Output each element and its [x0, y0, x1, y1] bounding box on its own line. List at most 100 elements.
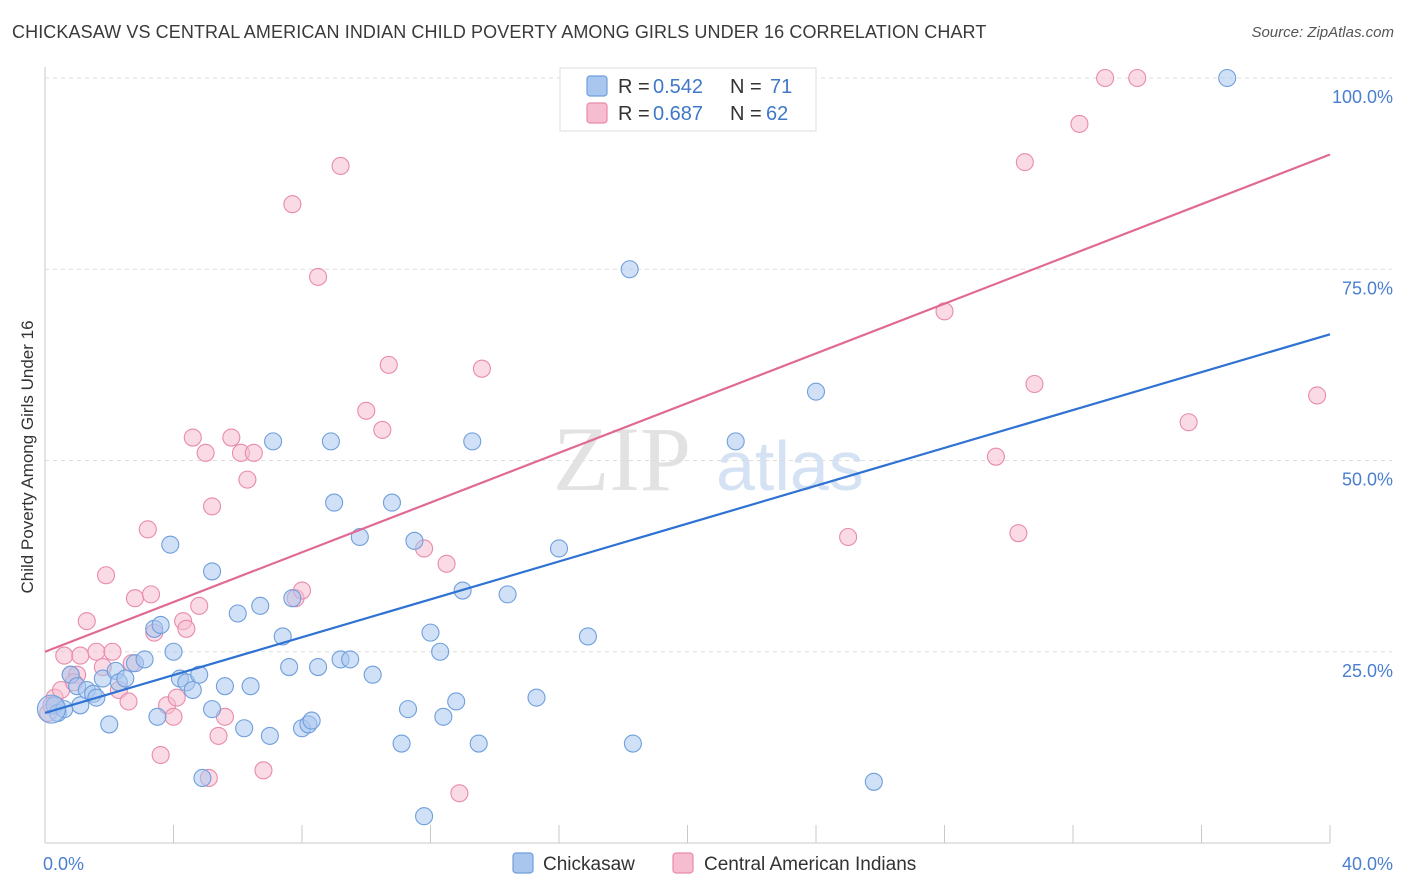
- data-point-chickasaw: [283, 589, 302, 608]
- data-point-chickasaw: [549, 539, 569, 558]
- watermark-zip: ZIP: [553, 408, 691, 510]
- data-point-central-american-indians: [309, 267, 328, 286]
- data-point-chickasaw: [726, 432, 745, 451]
- data-point-chickasaw: [280, 657, 299, 677]
- legend-r-value: 0.542: [653, 76, 703, 98]
- data-point-chickasaw: [135, 650, 154, 669]
- bottom-legend-label-central: Central American Indians: [704, 854, 916, 875]
- data-point-central-american-indians: [1096, 68, 1115, 88]
- data-point-chickasaw: [527, 688, 546, 707]
- data-point-central-american-indians: [331, 156, 350, 176]
- legend-n-label: N =: [730, 103, 762, 125]
- axes: 25.0% 50.0% 75.0% 100.0%: [44, 67, 1393, 844]
- data-point-chickasaw: [434, 707, 453, 726]
- watermark: ZIP atlas: [553, 408, 864, 510]
- data-point-central-american-indians: [1009, 524, 1028, 543]
- x-tick-label: 0.0%: [43, 854, 84, 874]
- data-point-central-american-indians: [1070, 114, 1089, 133]
- data-point-chickasaw: [498, 585, 517, 604]
- data-point-chickasaw: [392, 734, 411, 753]
- legend-n-value: 62: [766, 103, 788, 125]
- data-point-central-american-indians: [71, 646, 90, 665]
- data-point-central-american-indians: [450, 784, 469, 803]
- data-point-chickasaw: [415, 807, 434, 826]
- bottom-legend-swatch-chickasaw: [512, 852, 534, 874]
- data-point-chickasaw: [341, 650, 360, 669]
- data-point-central-american-indians: [472, 359, 491, 378]
- grid: [45, 77, 1392, 653]
- data-point-central-american-indians: [437, 554, 456, 573]
- legend: R = 0.542 N = 71 R = 0.687 N = 62: [559, 67, 817, 132]
- data-point-chickasaw: [398, 700, 418, 719]
- data-point-chickasaw: [183, 680, 202, 700]
- trend-line-central-american-indians: [44, 153, 1331, 653]
- data-point-chickasaw: [215, 677, 234, 696]
- legend-n-label: N =: [730, 76, 762, 98]
- data-point-central-american-indians: [1015, 153, 1034, 172]
- x-tick-label: 40.0%: [1342, 854, 1393, 874]
- data-point-central-american-indians: [119, 692, 138, 711]
- data-point-chickasaw: [469, 734, 488, 753]
- legend-r-label: R =: [618, 103, 650, 125]
- data-point-chickasaw: [36, 694, 66, 724]
- data-point-chickasaw: [382, 493, 402, 512]
- data-point-central-american-indians: [1128, 68, 1147, 88]
- data-point-central-american-indians: [96, 566, 116, 585]
- data-point-chickasaw: [148, 707, 167, 726]
- legend-r-value: 0.687: [653, 103, 703, 125]
- data-point-central-american-indians: [141, 585, 161, 604]
- y-tick-label: 100.0%: [1332, 87, 1393, 107]
- bottom-legend: Chickasaw Central American Indians: [512, 852, 916, 875]
- data-point-chickasaw: [325, 493, 344, 512]
- data-point-central-american-indians: [244, 443, 263, 462]
- legend-swatch-chickasaw: [586, 75, 608, 97]
- data-point-chickasaw: [241, 677, 260, 696]
- data-point-central-american-indians: [103, 642, 122, 661]
- data-point-chickasaw: [431, 642, 450, 661]
- chart-title: CHICKASAW VS CENTRAL AMERICAN INDIAN CHI…: [12, 22, 987, 42]
- data-point-chickasaw: [302, 711, 321, 730]
- data-point-chickasaw: [190, 665, 209, 684]
- data-point-central-american-indians: [222, 428, 241, 447]
- data-point-central-american-indians: [254, 761, 273, 780]
- data-point-central-american-indians: [77, 612, 96, 631]
- data-point-central-american-indians: [1025, 374, 1044, 394]
- data-point-central-american-indians: [125, 589, 144, 608]
- data-point-chickasaw: [203, 562, 222, 581]
- data-point-central-american-indians: [357, 401, 376, 420]
- data-point-chickasaw: [116, 669, 135, 688]
- data-point-chickasaw: [164, 642, 183, 661]
- y-tick-label: 50.0%: [1342, 470, 1393, 490]
- data-point-chickasaw: [251, 596, 270, 615]
- data-point-central-american-indians: [283, 195, 302, 214]
- data-point-chickasaw: [260, 726, 279, 745]
- data-point-central-american-indians: [379, 355, 398, 374]
- points: [36, 68, 1327, 826]
- data-point-chickasaw: [193, 768, 212, 788]
- data-point-chickasaw: [405, 531, 424, 550]
- legend-n-value: 71: [770, 76, 792, 98]
- data-point-chickasaw: [578, 627, 597, 646]
- data-point-chickasaw: [264, 432, 283, 451]
- bottom-legend-label-chickasaw: Chickasaw: [543, 854, 635, 875]
- data-point-chickasaw: [623, 734, 642, 753]
- data-point-chickasaw: [228, 604, 247, 623]
- data-point-central-american-indians: [151, 745, 170, 765]
- legend-swatch-central: [586, 102, 608, 124]
- data-point-central-american-indians: [203, 497, 222, 516]
- data-point-central-american-indians: [55, 646, 74, 665]
- data-point-chickasaw: [203, 700, 222, 719]
- data-point-chickasaw: [350, 527, 369, 547]
- data-point-chickasaw: [100, 715, 119, 734]
- data-point-central-american-indians: [373, 420, 392, 439]
- data-point-central-american-indians: [183, 428, 202, 447]
- chart-source: Source: ZipAtlas.com: [1251, 24, 1394, 41]
- data-point-central-american-indians: [177, 619, 196, 638]
- data-point-chickasaw: [309, 657, 328, 677]
- data-point-central-american-indians: [196, 443, 215, 462]
- trend-lines: [44, 153, 1331, 715]
- data-point-chickasaw: [463, 432, 482, 451]
- data-point-central-american-indians: [986, 447, 1005, 466]
- data-point-central-american-indians: [164, 707, 183, 726]
